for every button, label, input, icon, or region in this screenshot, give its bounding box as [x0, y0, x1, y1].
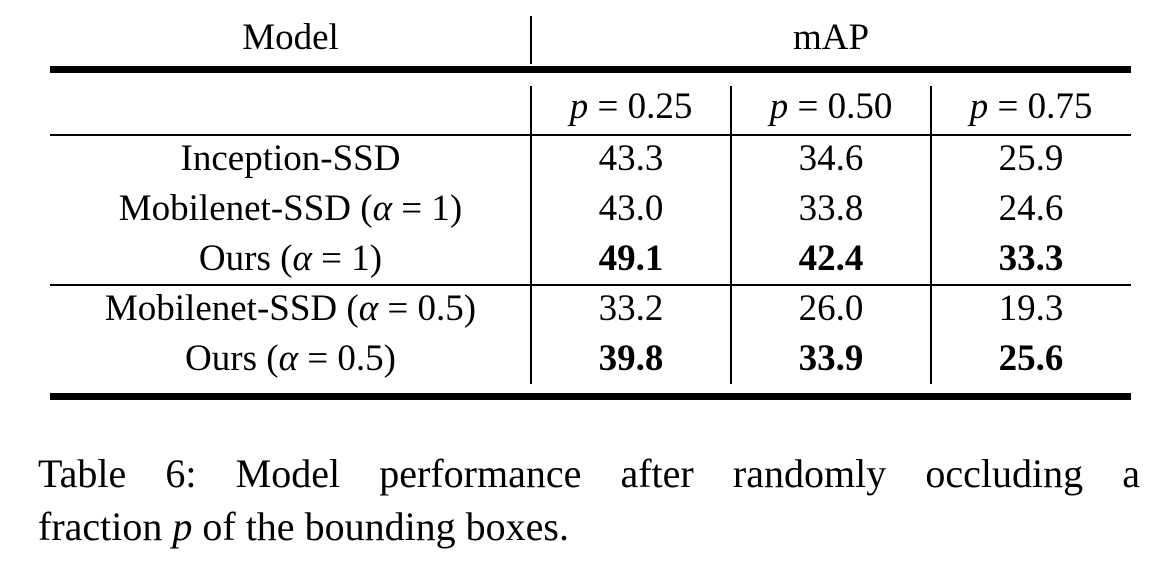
vrule-p1-p2: [730, 86, 732, 384]
row-model-inception-ssd: Inception-SSD: [180, 138, 401, 179]
row-model-ours-1: Ours (α = 1): [198, 238, 383, 279]
caption-word: randomly: [732, 451, 887, 496]
vrule-model-sep: [530, 86, 532, 384]
row-1-val-050: 33.8: [798, 188, 864, 229]
caption-line-1: Table 6: Model performance after randoml…: [38, 447, 1140, 500]
row-0-val-050: 34.6: [798, 138, 864, 179]
row-4-val-050: 33.9: [798, 338, 864, 379]
caption-word: a: [1122, 451, 1140, 496]
row-model-mobilenet-ssd-05: Mobilenet-SSD (α = 0.5): [104, 288, 477, 329]
table-caption: Table 6: Model performance after randoml…: [38, 447, 1140, 553]
caption-word: Model: [235, 451, 341, 496]
row-1-val-025: 43.0: [598, 188, 664, 229]
caption-word: performance: [379, 451, 582, 496]
header-model: Model: [242, 17, 339, 58]
row-model-ours-05: Ours (α = 0.5): [185, 338, 396, 379]
caption-word: 6:: [165, 451, 197, 496]
header-map: mAP: [792, 17, 870, 58]
vrule-header: [530, 16, 532, 64]
header-p-025: p = 0.25: [569, 86, 693, 127]
caption-word: Table: [38, 451, 127, 496]
caption-word: after: [620, 451, 694, 496]
mid-rule: [50, 284, 1131, 286]
results-table: Model mAP p = 0.25 p = 0.50 p = 0.75 Inc…: [50, 16, 1131, 400]
row-model-mobilenet-ssd-1: Mobilenet-SSD (α = 1): [118, 188, 463, 229]
row-4-val-075: 25.6: [998, 338, 1064, 379]
caption-word: occluding: [925, 451, 1084, 496]
bottom-rule: [50, 393, 1131, 400]
header-rule: [50, 134, 1131, 136]
row-3-val-075: 19.3: [998, 288, 1064, 329]
row-0-val-025: 43.3: [598, 138, 664, 179]
row-2-val-075: 33.3: [998, 238, 1064, 279]
row-1-val-075: 24.6: [998, 188, 1064, 229]
row-0-val-075: 25.9: [998, 138, 1064, 179]
row-2-val-050: 42.4: [798, 238, 864, 279]
header-p-050: p = 0.50: [769, 86, 893, 127]
row-2-val-025: 49.1: [598, 238, 664, 279]
row-4-val-025: 39.8: [598, 338, 664, 379]
row-3-val-050: 26.0: [798, 288, 864, 329]
top-rule: [50, 66, 1131, 73]
caption-line-2: fraction p of the bounding boxes.: [38, 504, 569, 549]
row-3-val-025: 33.2: [598, 288, 664, 329]
vrule-p2-p3: [930, 86, 932, 384]
header-p-075: p = 0.75: [969, 86, 1093, 127]
